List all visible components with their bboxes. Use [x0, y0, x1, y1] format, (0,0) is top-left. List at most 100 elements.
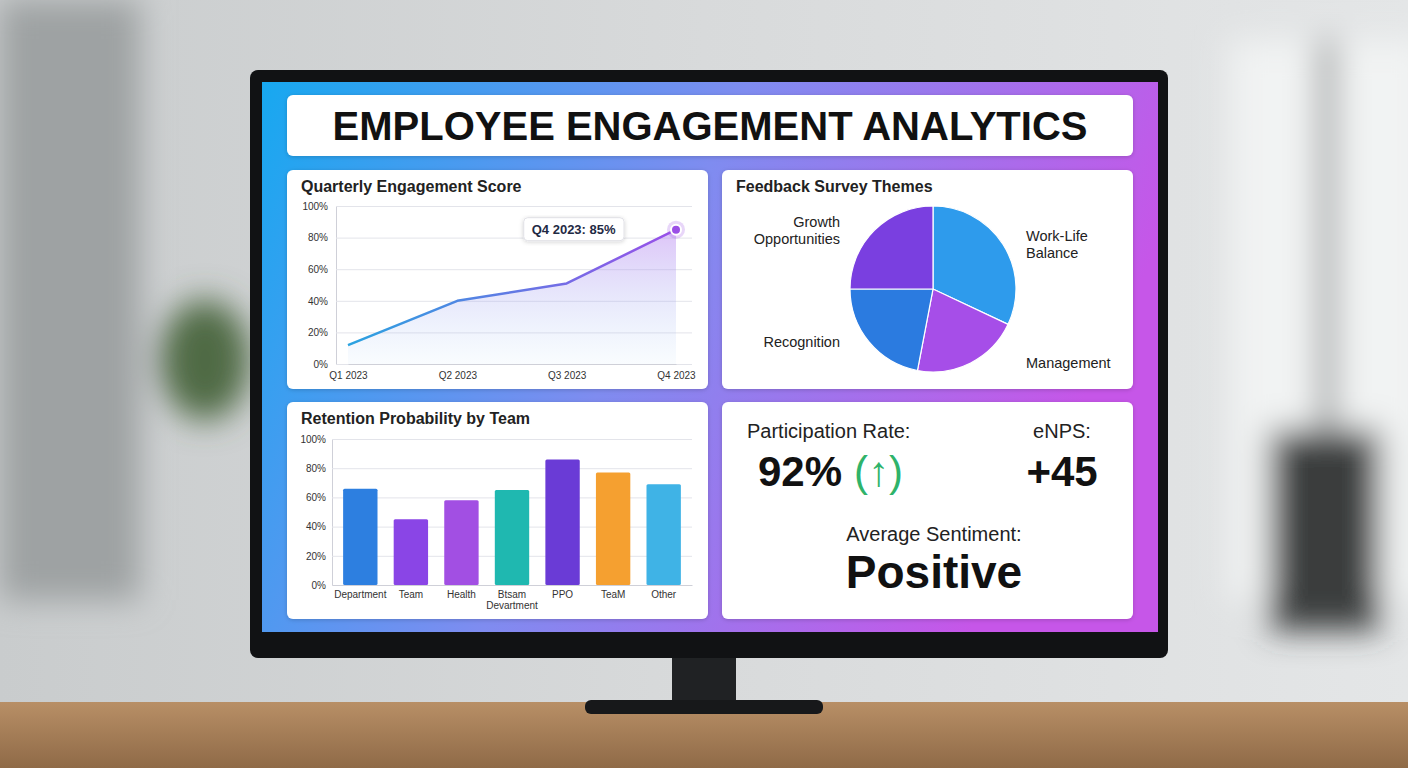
- kpi-value: 92% (↑): [758, 448, 903, 495]
- y-tick-label: 0%: [314, 359, 329, 370]
- grid-line: [332, 439, 692, 440]
- x-tick-label: Q3 2023: [548, 370, 587, 381]
- x-tick-label-line: Btsam: [498, 589, 526, 600]
- x-tick-label: Other: [651, 589, 677, 600]
- pie: Work-LifeBalance Management Recognition Gro…: [754, 206, 1111, 372]
- chart-title: Retention Probability by Team: [301, 410, 530, 427]
- chair: [1270, 430, 1380, 630]
- x-tick-label: Team: [399, 589, 423, 600]
- y-tick-label: 100%: [300, 434, 326, 445]
- x-tick-label: Department: [334, 589, 386, 600]
- y-tick-label: 60%: [306, 492, 326, 503]
- bar: [444, 500, 478, 585]
- panel: [287, 402, 708, 619]
- x-tick: Department: [334, 585, 386, 600]
- panel: [287, 95, 1133, 156]
- y-axis: 0% 20% 40% 60% 80% 100%: [300, 434, 692, 591]
- marker-halo: [667, 221, 685, 239]
- slice-label-line: Work-Life: [1026, 228, 1088, 244]
- x-tick-label: Q2 2023: [439, 370, 478, 381]
- monitor-neck: [672, 655, 736, 707]
- annotation: Q4 2023: 85%: [524, 218, 624, 241]
- x-tick-label: BtsamDevartment: [486, 589, 538, 611]
- slice: [850, 289, 933, 371]
- bar: [545, 459, 579, 585]
- x-tick: Q1 2023: [329, 364, 368, 381]
- screen: [262, 82, 1158, 632]
- bar: [646, 484, 680, 585]
- main-title: EMPLOYEE ENGAGEMENT ANALYTICS: [333, 104, 1088, 148]
- x-tick: BtsamDevartment: [486, 585, 538, 611]
- canvas-svg: EMPLOYEE ENGAGEMENT ANALYTICS Quarterly E…: [0, 0, 1408, 768]
- y-tick-label: 80%: [308, 232, 328, 243]
- monitor-base: [585, 700, 823, 714]
- line: [348, 230, 676, 345]
- y-tick-label: 40%: [308, 296, 328, 307]
- x-tick-label: Q1 2023: [329, 370, 368, 381]
- y-axis-line: [336, 207, 337, 365]
- wall-dark: [0, 0, 140, 600]
- plant: [160, 300, 250, 420]
- page: EMPLOYEE ENGAGEMENT ANALYTICS Quarterly E…: [0, 0, 1408, 768]
- slice-label-line: Management: [1026, 355, 1111, 371]
- kpi-value: +45: [1026, 448, 1097, 495]
- chart-title: Feedback Survey Themes: [736, 178, 933, 195]
- kpi-label: Participation Rate:: [747, 420, 910, 442]
- y-tick-label: 40%: [306, 521, 326, 532]
- x-tick: Q3 2023: [548, 364, 587, 381]
- slice-label: Recognition: [763, 334, 840, 350]
- grid-line: [336, 206, 692, 207]
- annotation-box: [524, 218, 624, 241]
- bar: [343, 489, 377, 585]
- kpi-trend: (↑): [854, 448, 903, 495]
- marker: [671, 225, 681, 235]
- plot-area: [343, 459, 681, 585]
- chart-title: Quarterly Engagement Score: [301, 178, 522, 195]
- x-axis-line: [349, 364, 677, 365]
- slice-label-line: Opportunities: [754, 231, 840, 247]
- x-tick: Other: [651, 585, 677, 600]
- y-tick-label: 0%: [312, 580, 327, 591]
- x-tick: Q4 2023: [657, 364, 696, 381]
- y-tick-label: 20%: [306, 551, 326, 562]
- slice-label: Management: [1026, 355, 1111, 371]
- y-tick-label: 60%: [308, 264, 328, 275]
- slice: [850, 206, 933, 289]
- y-tick: 100%: [302, 201, 692, 212]
- bar: [495, 490, 529, 585]
- kpi-number: +45: [1026, 448, 1097, 495]
- x-tick: PPO: [552, 585, 573, 600]
- grid-line: [332, 585, 692, 586]
- kpi-value: Positive: [846, 546, 1022, 598]
- plot-area: [348, 221, 685, 364]
- monitor-bezel: [250, 70, 1168, 658]
- y-tick: 80%: [308, 232, 692, 243]
- kpi-label: Average Sentiment:: [846, 523, 1021, 545]
- panel: [722, 402, 1133, 619]
- y-tick: 100%: [300, 434, 692, 445]
- y-tick-label: 20%: [308, 327, 328, 338]
- panel: [287, 170, 708, 389]
- kpi-number: Positive: [846, 546, 1022, 598]
- grid-line: [332, 468, 692, 469]
- area: [348, 230, 676, 364]
- x-axis-line: [333, 585, 693, 586]
- kpi-number: 92%: [758, 448, 842, 495]
- kpi-label: eNPS:: [1033, 420, 1091, 442]
- x-tick: Q2 2023: [439, 364, 478, 381]
- x-tick-label: TeaM: [601, 589, 625, 600]
- grid-line: [336, 364, 692, 365]
- panel: [722, 170, 1133, 389]
- bar: [394, 519, 428, 585]
- slice-label: Work-LifeBalance: [1026, 228, 1088, 261]
- x-axis: Q1 2023 Q2 2023 Q3 2023 Q4 2023: [329, 364, 696, 381]
- y-axis-line: [332, 440, 333, 586]
- x-tick-label: Health: [447, 589, 476, 600]
- x-tick-label-line: Devartment: [486, 600, 538, 611]
- annotation-text: Q4 2023: 85%: [532, 222, 616, 237]
- slice-label-line: Growth: [793, 214, 840, 230]
- x-tick-label: PPO: [552, 589, 573, 600]
- slice-label-line: Balance: [1026, 245, 1078, 261]
- y-tick: 80%: [306, 463, 692, 474]
- slice-label: GrowthOpportunities: [754, 214, 840, 247]
